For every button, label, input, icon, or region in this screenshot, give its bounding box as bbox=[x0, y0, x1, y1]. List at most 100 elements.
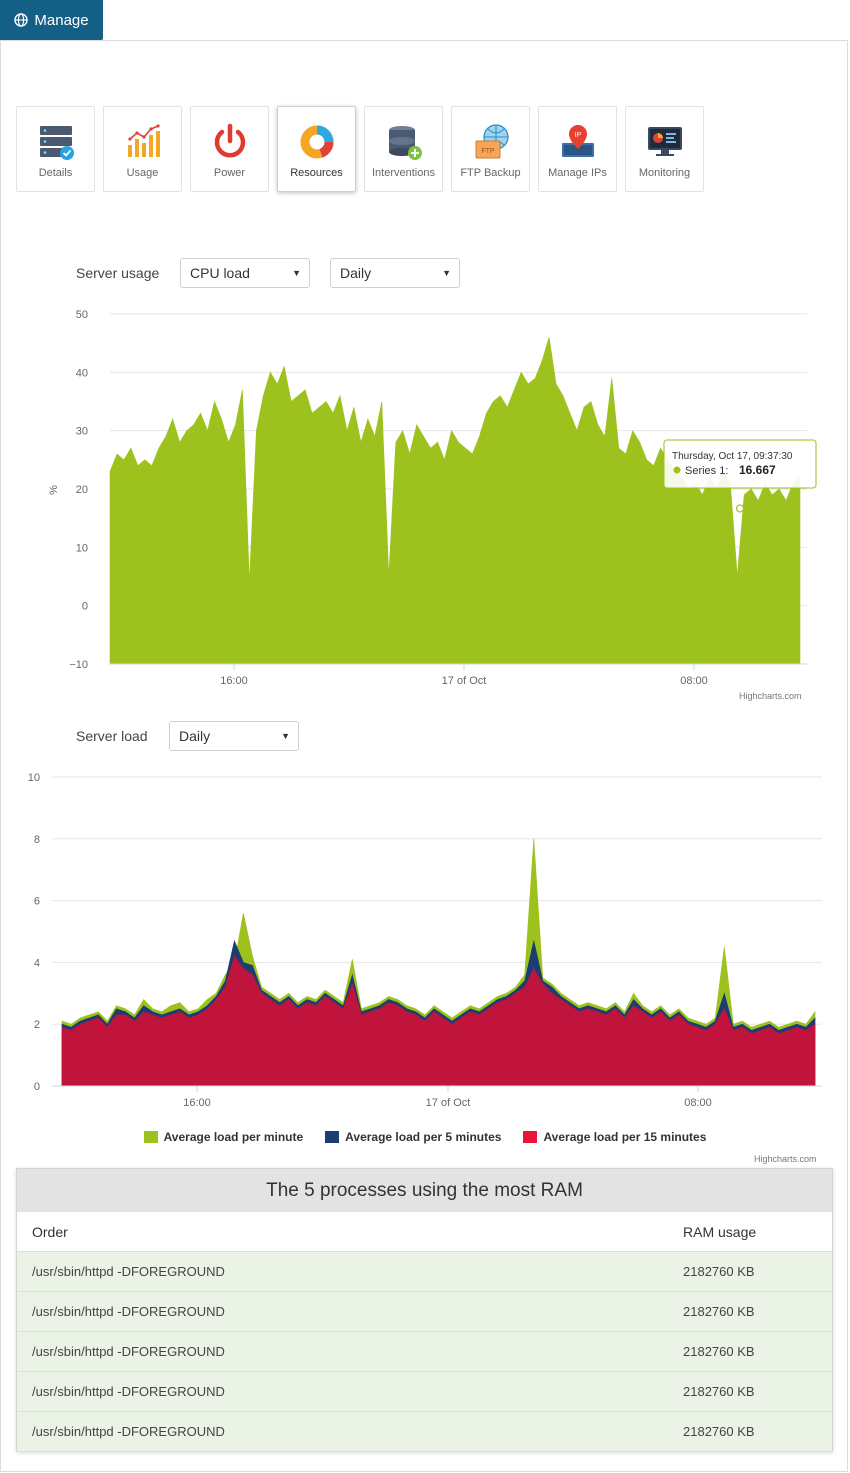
y-tick-label: 0 bbox=[34, 1081, 40, 1093]
toolbar-item-interventions[interactable]: Interventions bbox=[364, 106, 443, 192]
ram-usage: 2182760 KB bbox=[683, 1304, 755, 1319]
x-tick-label: 08:00 bbox=[680, 675, 708, 687]
manage-tab[interactable]: Manage bbox=[0, 0, 103, 40]
chevron-down-icon: ▼ bbox=[292, 268, 301, 278]
resource-toolbar: Details Usage Power Resources bbox=[16, 106, 704, 192]
toolbar-item-label: Power bbox=[213, 167, 246, 179]
toolbar-item-manage-ips[interactable]: IP Manage IPs bbox=[538, 106, 617, 192]
cpu-load-area-series bbox=[109, 337, 801, 665]
process-name: /usr/sbin/httpd -DFOREGROUND bbox=[32, 1424, 225, 1439]
load-per-15-minutes-area-series bbox=[61, 955, 816, 1087]
database-add-icon bbox=[388, 126, 422, 160]
y-tick-label: −10 bbox=[69, 659, 88, 671]
legend-item-per-minute[interactable]: Average load per minute bbox=[143, 1130, 304, 1144]
hover-marker bbox=[735, 504, 745, 513]
legend-swatch bbox=[523, 1131, 538, 1143]
chart-credit: Highcharts.com bbox=[739, 691, 802, 701]
chart-credit: Highcharts.com bbox=[754, 1154, 817, 1164]
table-row: /usr/sbin/httpd -DFOREGROUND 2182760 KB bbox=[17, 1252, 832, 1292]
y-tick-label: 8 bbox=[34, 834, 40, 846]
metric-select[interactable]: CPU load ▼ bbox=[180, 258, 310, 288]
usage-period-select-value: Daily bbox=[340, 265, 372, 281]
y-tick-label: 50 bbox=[76, 309, 88, 321]
y-tick-label: 6 bbox=[34, 896, 40, 908]
x-tick-label: 08:00 bbox=[684, 1097, 712, 1109]
table-row: /usr/sbin/httpd -DFOREGROUND 2182760 KB bbox=[17, 1412, 832, 1452]
chevron-down-icon: ▼ bbox=[281, 731, 290, 741]
x-tick-label: 16:00 bbox=[183, 1097, 211, 1109]
table-row: /usr/sbin/httpd -DFOREGROUND 2182760 KB bbox=[17, 1332, 832, 1372]
tooltip-title: Thursday, Oct 17, 09:37:30 bbox=[672, 451, 793, 462]
column-header-order: Order bbox=[32, 1223, 68, 1240]
ram-usage: 2182760 KB bbox=[683, 1384, 755, 1399]
legend-swatch bbox=[325, 1131, 340, 1143]
column-header-ram: RAM usage bbox=[683, 1223, 757, 1240]
load-chart-legend: Average load per minute Average load per… bbox=[0, 1130, 850, 1144]
legend-item-per-15-minutes[interactable]: Average load per 15 minutes bbox=[523, 1130, 706, 1144]
usage-period-select[interactable]: Daily ▼ bbox=[330, 258, 460, 288]
legend-swatch bbox=[143, 1131, 158, 1143]
cpu-load-chart: 50 40 30 20 10 0 −10% 16:00 17 of Oct 08:00 Thursd… bbox=[48, 309, 817, 687]
y-tick-label: 10 bbox=[76, 542, 88, 554]
toolbar-item-label: Resources bbox=[290, 167, 343, 179]
usage-chart-icon bbox=[127, 124, 160, 157]
toolbar-item-details[interactable]: Details bbox=[16, 106, 95, 192]
toolbar-item-label: Usage bbox=[126, 167, 159, 179]
x-tick-label: 17 of Oct bbox=[426, 1097, 471, 1109]
toolbar-item-power[interactable]: Power bbox=[190, 106, 269, 192]
process-name: /usr/sbin/httpd -DFOREGROUND bbox=[32, 1304, 225, 1319]
tooltip-series-label: Series 1: bbox=[685, 465, 728, 477]
toolbar-item-monitoring[interactable]: Monitoring bbox=[625, 106, 704, 192]
y-tick-label: 2 bbox=[34, 1019, 40, 1031]
ram-usage: 2182760 KB bbox=[683, 1424, 755, 1439]
legend-item-per-5-minutes[interactable]: Average load per 5 minutes bbox=[325, 1130, 501, 1144]
x-tick-label: 16:00 bbox=[220, 675, 248, 687]
ip-pin-icon: IP bbox=[561, 125, 594, 157]
table-title: The 5 processes using the most RAM bbox=[17, 1169, 832, 1212]
legend-label: Average load per 5 minutes bbox=[345, 1130, 502, 1144]
x-tick-label: 17 of Oct bbox=[442, 675, 487, 687]
toolbar-item-label: Interventions bbox=[372, 167, 435, 179]
load-period-select[interactable]: Daily ▼ bbox=[169, 721, 299, 751]
y-tick-label: 20 bbox=[76, 484, 88, 496]
process-name: /usr/sbin/httpd -DFOREGROUND bbox=[32, 1264, 225, 1279]
ram-usage: 2182760 KB bbox=[683, 1344, 755, 1359]
toolbar-item-usage[interactable]: Usage bbox=[103, 106, 182, 192]
tooltip-series-dot bbox=[673, 466, 681, 474]
table-row: /usr/sbin/httpd -DFOREGROUND 2182760 KB bbox=[17, 1292, 832, 1332]
server-load-label: Server load bbox=[76, 728, 148, 744]
load-period-select-value: Daily bbox=[179, 728, 211, 744]
y-tick-label: 0 bbox=[82, 601, 88, 613]
process-name: /usr/sbin/httpd -DFOREGROUND bbox=[32, 1344, 225, 1359]
table-row: /usr/sbin/httpd -DFOREGROUND 2182760 KB bbox=[17, 1372, 832, 1412]
toolbar-item-resources[interactable]: Resources bbox=[277, 106, 356, 192]
y-tick-label: 10 bbox=[28, 772, 40, 784]
toolbar-item-label: FTP Backup bbox=[460, 167, 521, 179]
metric-select-value: CPU load bbox=[190, 265, 250, 281]
ram-usage: 2182760 KB bbox=[683, 1264, 755, 1279]
table-header: Order RAM usage bbox=[17, 1212, 832, 1252]
ftp-backup-icon: FTP bbox=[475, 124, 509, 159]
power-icon bbox=[214, 123, 245, 158]
toolbar-item-ftp-backup[interactable]: FTP FTP Backup bbox=[451, 106, 530, 192]
y-tick-label: 4 bbox=[34, 957, 40, 969]
toolbar-item-label: Manage IPs bbox=[548, 167, 607, 179]
process-name: /usr/sbin/httpd -DFOREGROUND bbox=[32, 1384, 225, 1399]
y-axis-label: % bbox=[48, 485, 60, 495]
y-tick-label: 30 bbox=[76, 426, 88, 438]
y-tick-label: 40 bbox=[76, 367, 88, 379]
top-processes-table: The 5 processes using the most RAM Order… bbox=[16, 1168, 833, 1452]
server-details-icon bbox=[39, 126, 74, 160]
svg-text:IP: IP bbox=[574, 132, 581, 139]
legend-label: Average load per minute bbox=[163, 1130, 304, 1144]
globe-icon bbox=[14, 13, 29, 27]
monitor-icon bbox=[647, 127, 682, 156]
svg-text:FTP: FTP bbox=[481, 148, 495, 155]
toolbar-item-label: Details bbox=[38, 167, 73, 179]
tooltip-value: 16.667 bbox=[739, 463, 776, 477]
server-load-chart: 10 8 6 4 2 0 16:00 17 of Oct 08:00 bbox=[28, 772, 822, 1109]
legend-label: Average load per 15 minutes bbox=[543, 1130, 707, 1144]
manage-tab-label: Manage bbox=[34, 11, 89, 29]
server-usage-label: Server usage bbox=[76, 265, 160, 281]
donut-resources-icon bbox=[300, 125, 333, 159]
